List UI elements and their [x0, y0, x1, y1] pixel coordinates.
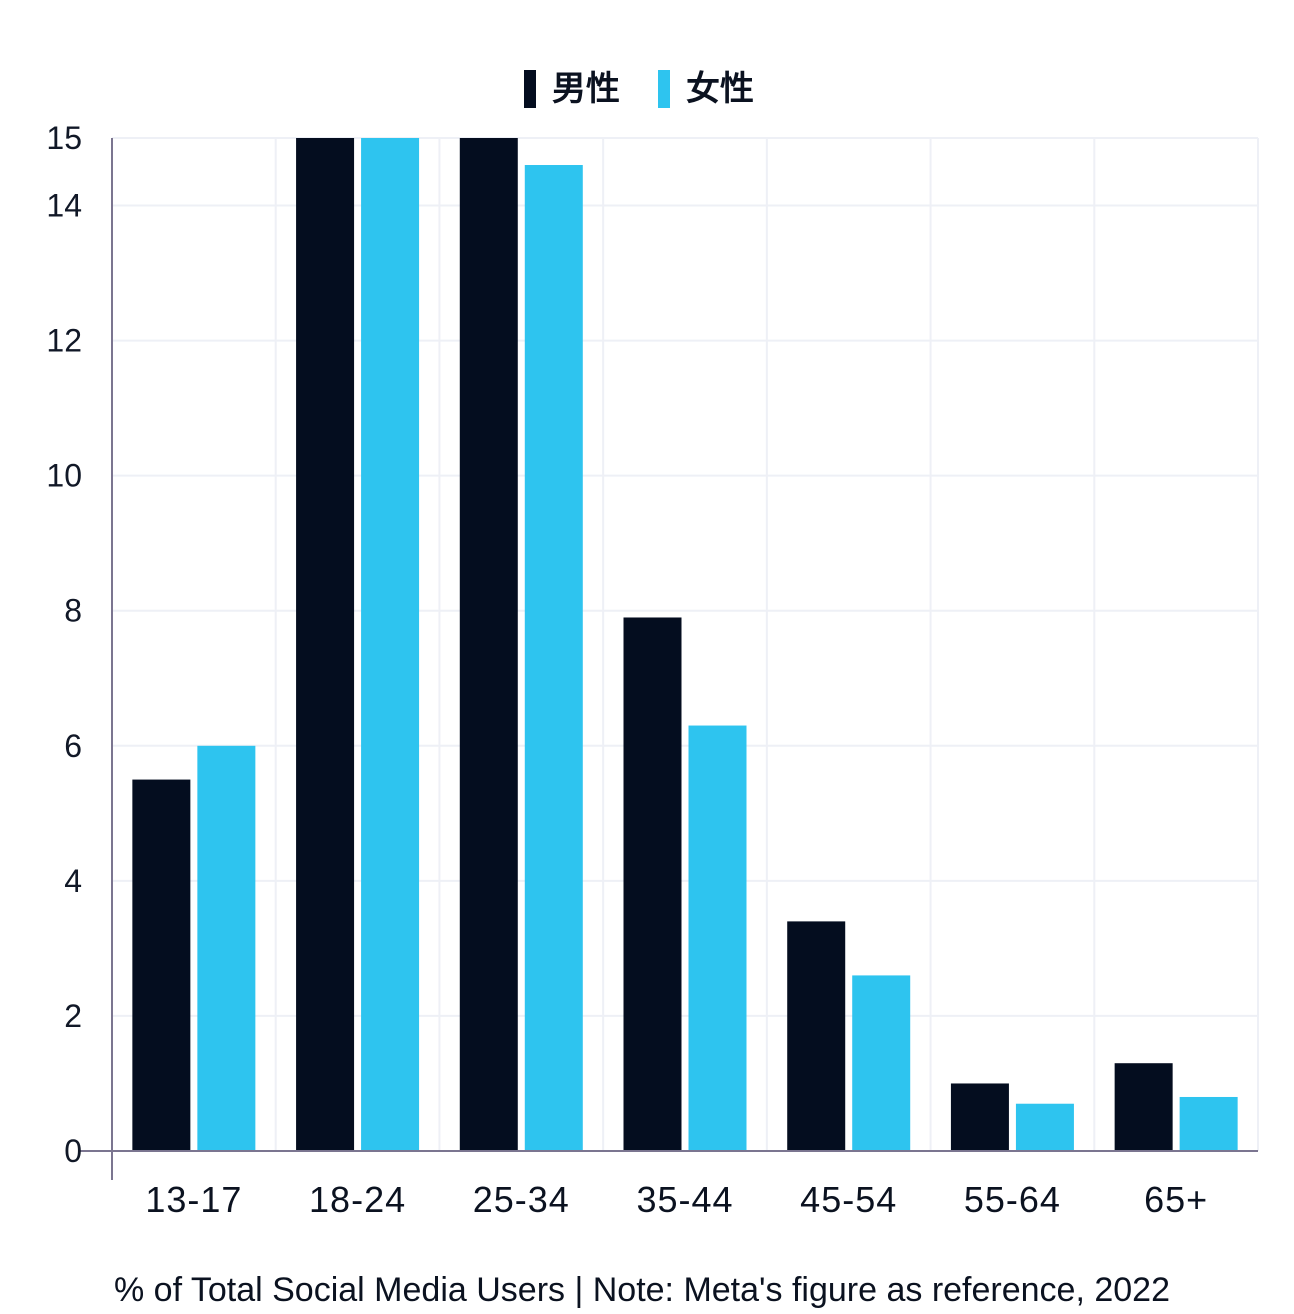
y-tick-label: 0 — [64, 1133, 82, 1169]
x-tick-label: 45-54 — [800, 1179, 897, 1220]
bar-female-25-34 — [524, 165, 583, 1152]
bar-female-13-17 — [197, 745, 256, 1151]
legend-swatch-female — [658, 70, 670, 108]
x-tick-label: 13-17 — [145, 1179, 242, 1220]
bar-male-35-44 — [623, 617, 682, 1151]
bar-male-55-64 — [950, 1083, 1009, 1151]
bar-female-45-54 — [852, 975, 911, 1151]
y-tick-label: 15 — [46, 120, 82, 156]
y-tick-label: 14 — [46, 188, 82, 224]
bar-female-65+ — [1179, 1096, 1238, 1151]
y-tick-label: 6 — [64, 728, 82, 764]
x-tick-label: 35-44 — [636, 1179, 733, 1220]
bar-male-45-54 — [787, 921, 846, 1151]
bar-female-55-64 — [1015, 1103, 1074, 1151]
x-tick-labels: 13-17 18-24 25-34 35-44 45-54 55-64 65+ — [145, 1179, 1208, 1220]
legend-label-female: 女性 — [686, 69, 754, 109]
y-tick-label: 2 — [64, 998, 82, 1034]
legend: 男性 女性 — [524, 69, 754, 109]
y-tick-labels: 0 2 4 6 8 10 12 14 15 — [46, 120, 82, 1169]
x-tick-label: 25-34 — [473, 1179, 570, 1220]
axes — [80, 138, 1258, 1180]
bar-female-18-24 — [361, 138, 420, 1151]
y-tick-label: 8 — [64, 593, 82, 629]
bar-male-13-17 — [132, 779, 191, 1151]
y-tick-label: 12 — [46, 323, 82, 359]
gridlines — [112, 137, 1259, 1152]
x-tick-label: 65+ — [1144, 1179, 1208, 1220]
y-tick-label: 10 — [46, 458, 82, 494]
legend-label-male: 男性 — [552, 69, 620, 109]
x-tick-label: 18-24 — [309, 1179, 406, 1220]
x-tick-label: 55-64 — [964, 1179, 1061, 1220]
bar-male-18-24 — [296, 138, 355, 1151]
bar-male-65+ — [1114, 1063, 1173, 1151]
footer-note: % of Total Social Media Users | Note: Me… — [114, 1271, 1170, 1309]
legend-swatch-male — [524, 70, 536, 108]
bar-male-25-34 — [459, 138, 518, 1151]
y-tick-label: 4 — [64, 863, 82, 899]
bars — [132, 138, 1238, 1152]
bar-female-35-44 — [688, 725, 747, 1151]
